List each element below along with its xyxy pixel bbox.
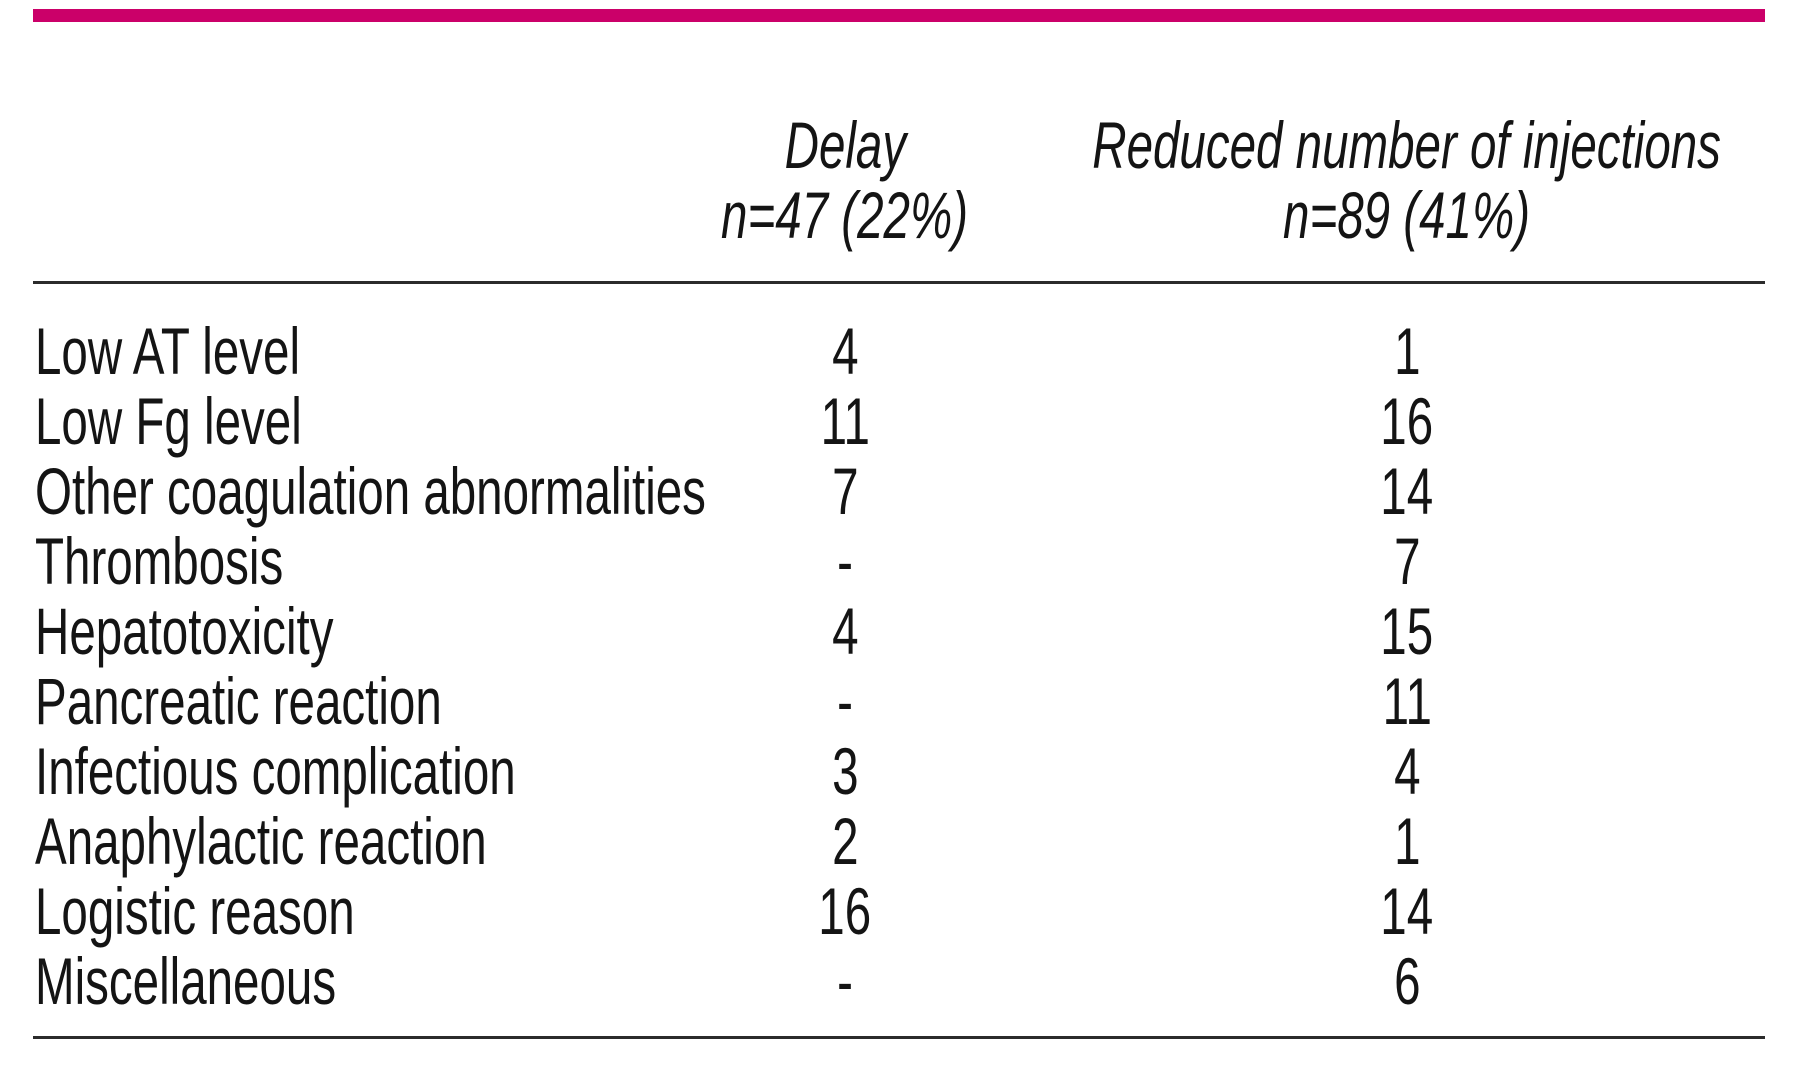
table-row: Logistic reason 16 14 [0, 876, 1800, 946]
column-header-delay-n: n=47 (22%) [721, 178, 969, 252]
delay-value: - [837, 944, 853, 1018]
table-row: Other coagulation abnormalities 7 14 [0, 456, 1800, 526]
reduced-value: 14 [1380, 874, 1434, 948]
reduced-value: 4 [1393, 734, 1421, 808]
row-label: Pancreatic reaction [35, 664, 442, 738]
column-header-delay-title: Delay [784, 108, 906, 182]
reduced-value: 6 [1393, 944, 1421, 1018]
table-row: Hepatotoxicity 4 15 [0, 596, 1800, 666]
delay-value: 3 [831, 734, 859, 808]
reduced-value: 15 [1380, 594, 1434, 668]
table-row: Miscellaneous - 6 [0, 946, 1800, 1016]
table-row: Low AT level 4 1 [0, 316, 1800, 386]
row-label: Low AT level [35, 314, 301, 388]
column-header-reduced-title: Reduced number of injections [1092, 108, 1722, 182]
delay-value: 11 [820, 384, 870, 458]
reduced-value: 16 [1380, 384, 1434, 458]
table-row: Anaphylactic reaction 2 1 [0, 806, 1800, 876]
journal-accent-bar [33, 9, 1765, 22]
row-label: Anaphylactic reaction [35, 804, 487, 878]
delay-value: 4 [831, 594, 859, 668]
delay-value: 7 [831, 454, 859, 528]
column-header-reduced-n: n=89 (41%) [1283, 178, 1531, 252]
reduced-value: 7 [1393, 524, 1421, 598]
table-body: Low AT level 4 1 Low Fg level 11 16 Othe… [0, 316, 1800, 1016]
delay-value: - [837, 664, 853, 738]
reduced-value: 1 [1393, 314, 1421, 388]
row-label: Miscellaneous [35, 944, 337, 1018]
row-label: Hepatotoxicity [35, 594, 334, 668]
table-row: Pancreatic reaction - 11 [0, 666, 1800, 736]
column-header-reduced-injections: Reduced number of injections n=89 (41%) [937, 110, 1800, 250]
table-bottom-rule [33, 1036, 1765, 1039]
table-row: Thrombosis - 7 [0, 526, 1800, 596]
delay-value: 2 [831, 804, 859, 878]
delay-value: 4 [831, 314, 859, 388]
delay-value: - [837, 524, 853, 598]
delay-value: 16 [818, 874, 872, 948]
reduced-value: 14 [1380, 454, 1434, 528]
row-label: Other coagulation abnormalities [35, 454, 706, 528]
row-label: Low Fg level [35, 384, 302, 458]
table-row: Infectious complication 3 4 [0, 736, 1800, 806]
table-row: Low Fg level 11 16 [0, 386, 1800, 456]
row-label: Thrombosis [35, 524, 284, 598]
column-header-delay: Delay n=47 (22%) [645, 110, 1045, 250]
reduced-value: 1 [1393, 804, 1421, 878]
reduced-value: 11 [1382, 664, 1432, 738]
row-label: Logistic reason [35, 874, 355, 948]
row-label: Infectious complication [35, 734, 516, 808]
table-header-rule [33, 281, 1765, 284]
